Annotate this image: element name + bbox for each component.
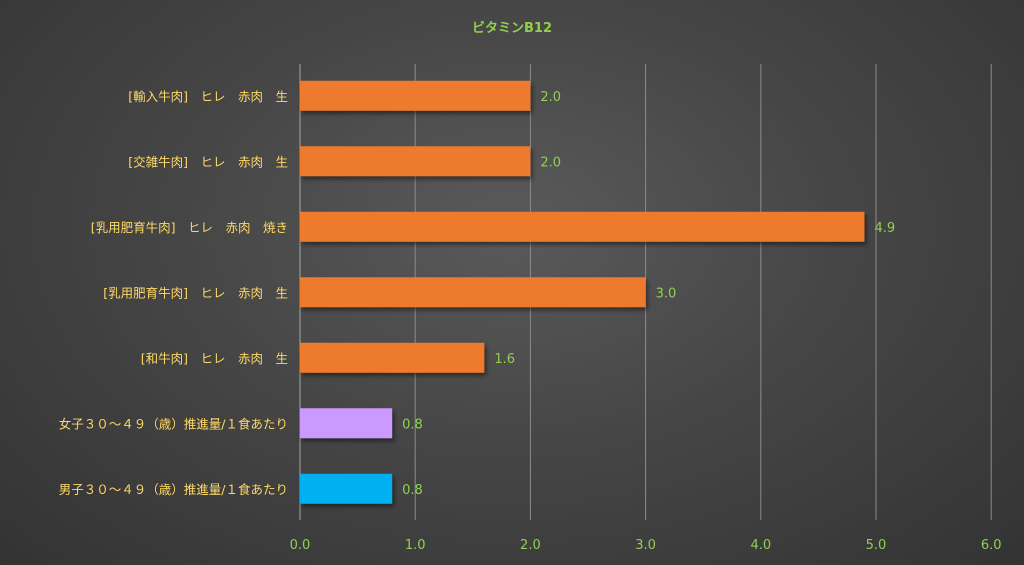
category-label: [交雑牛肉] ヒレ 赤肉 生 bbox=[128, 154, 288, 169]
category-label: [輸入牛肉] ヒレ 赤肉 生 bbox=[128, 89, 288, 104]
category-labels: [輸入牛肉] ヒレ 赤肉 生 [交雑牛肉] ヒレ 赤肉 生 [乳用肥育牛肉] ヒレ … bbox=[59, 89, 288, 497]
bar bbox=[300, 408, 393, 439]
x-tick-label: 1.0 bbox=[405, 538, 426, 553]
value-labels: 2.0 2.0 4.9 3.0 1.6 0.8 0.8 bbox=[402, 90, 895, 498]
data-label: 0.8 bbox=[402, 483, 423, 498]
data-label: 4.9 bbox=[874, 221, 895, 236]
x-tick-label: 0.0 bbox=[290, 538, 311, 553]
data-label: 3.0 bbox=[656, 286, 677, 301]
bars bbox=[300, 80, 865, 504]
bar bbox=[300, 473, 393, 504]
category-label: [乳用肥育牛肉] ヒレ 赤肉 生 bbox=[103, 285, 288, 300]
x-tick-label: 5.0 bbox=[866, 538, 887, 553]
category-label: [和牛肉] ヒレ 赤肉 生 bbox=[141, 351, 288, 366]
chart-title: ビタミンB12 bbox=[472, 20, 552, 36]
category-label: 男子３０～４９（歳）推進量/１食あたり bbox=[59, 482, 288, 497]
bar bbox=[300, 80, 531, 111]
bar bbox=[300, 146, 531, 177]
category-label: 女子３０～４９（歳）推進量/１食あたり bbox=[59, 416, 288, 431]
x-tick-label: 2.0 bbox=[520, 538, 541, 553]
x-tick-label: 4.0 bbox=[750, 538, 771, 553]
x-axis-ticks: 0.0 1.0 2.0 3.0 4.0 5.0 6.0 bbox=[290, 538, 1002, 553]
bar bbox=[300, 211, 865, 242]
data-label: 0.8 bbox=[402, 417, 423, 432]
data-label: 2.0 bbox=[540, 155, 561, 170]
data-label: 2.0 bbox=[540, 90, 561, 105]
x-tick-label: 3.0 bbox=[635, 538, 656, 553]
category-label: [乳用肥育牛肉] ヒレ 赤肉 焼き bbox=[91, 220, 288, 235]
data-label: 1.6 bbox=[494, 352, 515, 367]
x-tick-label: 6.0 bbox=[981, 538, 1002, 553]
bar bbox=[300, 342, 485, 373]
bar bbox=[300, 277, 646, 308]
